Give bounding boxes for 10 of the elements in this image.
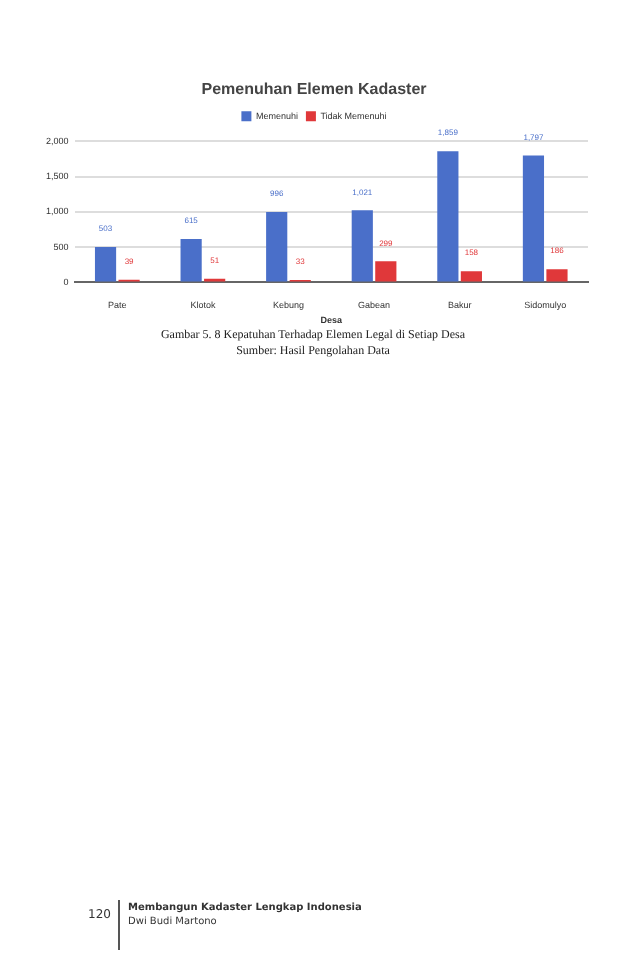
bar <box>522 155 545 282</box>
bar <box>351 210 373 282</box>
chart-title: Pemenuhan Elemen Kadaster <box>201 80 427 99</box>
bar <box>437 151 459 282</box>
bar <box>546 269 568 282</box>
bar <box>94 246 117 282</box>
bar <box>375 261 397 282</box>
bar <box>266 212 288 282</box>
bar <box>180 238 202 282</box>
bar <box>460 271 482 282</box>
